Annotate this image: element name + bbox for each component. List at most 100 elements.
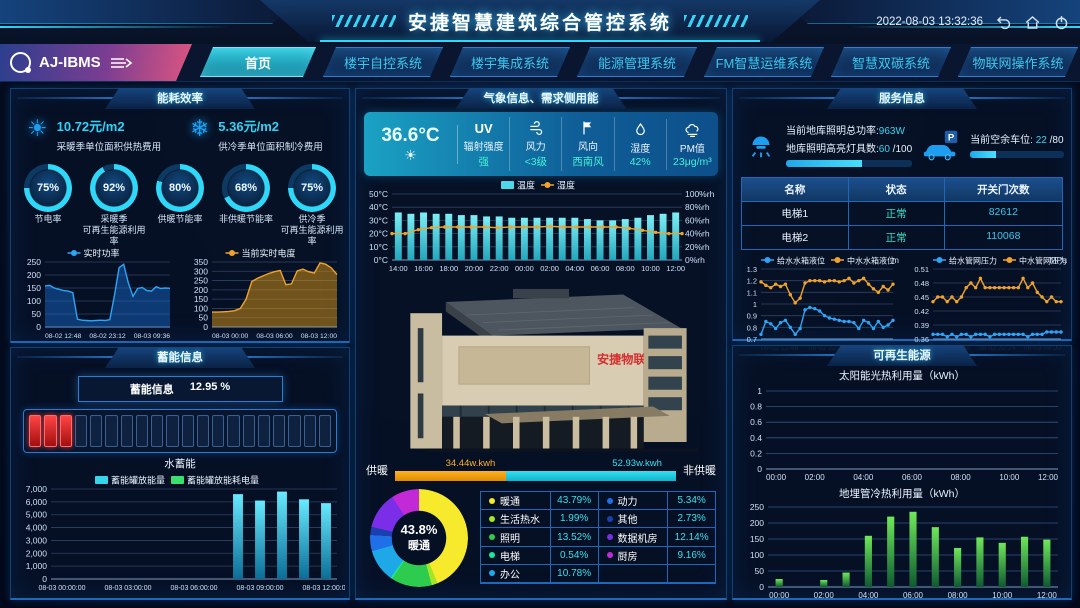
legend-dot (607, 570, 613, 576)
header-decoration-left (0, 0, 300, 24)
logo[interactable]: AJ-IBMS (0, 44, 192, 81)
parking-free-value: 22 (1035, 135, 1047, 146)
svg-text:08-02 23:12: 08-02 23:12 (89, 333, 126, 340)
nav-tab[interactable]: 首页 (200, 47, 316, 77)
realtime-power-chart: 0 50 100 150 200 250 08-02 12:48 08-02 23:12 08-… (15, 246, 178, 341)
logo-icon (10, 52, 31, 73)
svg-text:湿度: 湿度 (557, 180, 575, 191)
donut-ring (370, 488, 468, 587)
cloud-icon (684, 121, 701, 139)
heating-label: 供暖 (366, 465, 388, 477)
home-icon[interactable] (1024, 14, 1041, 31)
svg-text:50: 50 (755, 566, 765, 576)
gauge-value: 68% (228, 170, 264, 206)
nav-tab[interactable]: 楼宇自控系统 (323, 47, 443, 77)
panel-title: 气象信息、需求侧用能 (456, 88, 627, 109)
heating-segment (395, 470, 506, 481)
gauge-label: 采暖季 可再生能源利用率 (82, 214, 146, 246)
droplet-icon (633, 121, 648, 139)
non-heating-value: 52.93w.kwh (612, 457, 662, 469)
svg-text:06:00: 06:00 (903, 591, 924, 600)
svg-text:0.7: 0.7 (747, 335, 757, 344)
nav-tab[interactable]: 智慧双碳系统 (831, 47, 951, 77)
svg-text:蓄能罐放能量: 蓄能罐放能量 (111, 475, 165, 486)
heat-split-bar: 供暖 34.44w.kwh 52.93w.kwh 非供暖 (356, 456, 726, 484)
svg-text:0.36: 0.36 (914, 335, 929, 344)
nav-tab[interactable]: 楼宇集成系统 (450, 47, 570, 77)
svg-text:0: 0 (42, 574, 47, 584)
svg-text:0.6: 0.6 (750, 417, 762, 427)
svg-text:250: 250 (750, 502, 764, 512)
panel-service-info: 服务信息 当前地库照明总功率:963W 地库照明高亮灯具数:60 /100 P … (732, 88, 1072, 352)
stat-value: 10.72元/m2 (56, 119, 125, 134)
nav-tab-label: 智慧双碳系统 (851, 55, 930, 71)
nav-tab[interactable]: FM智慧运维系统 (704, 47, 824, 77)
panel-weather-demand: 气象信息、需求侧用能 36.6°C ☀ UV 辐射强度 强 风力 <3级 风向 … (355, 88, 727, 600)
donut-center-label: 暖通 (408, 540, 430, 552)
battery-segment (166, 415, 179, 447)
svg-text:0: 0 (759, 582, 764, 592)
donut-center-pct: 43.8% (400, 522, 438, 537)
weather-strip: 36.6°C ☀ UV 辐射强度 强 风力 <3级 风向 西南风 湿度 4 (364, 112, 718, 176)
donut-legend: 暖通 43.79% 生活热水 1.99% 照明 13.52% 电梯 0.54% (480, 491, 716, 584)
svg-text:20%rh: 20%rh (685, 242, 710, 252)
svg-text:08-03 06:00: 08-03 06:00 (256, 333, 293, 340)
weather-wind-direction: 风向 西南风 (562, 117, 615, 171)
svg-text:150: 150 (194, 294, 208, 304)
svg-text:20°C: 20°C (369, 229, 388, 239)
water-pressure-chart: 0.360.390.420.450.480.5108-02 12:4808-02… (903, 253, 1069, 353)
svg-text:02:00: 02:00 (805, 473, 826, 482)
svg-text:200: 200 (194, 285, 208, 295)
energy-donut: 43.8% 暖通 (370, 488, 468, 587)
lighting-progress-fill (786, 160, 862, 167)
building-sign: 安捷物联 (597, 352, 646, 367)
battery-segment (257, 415, 270, 447)
power-icon[interactable] (1053, 14, 1070, 31)
gauge-label: 供暖节能率 (157, 214, 203, 224)
header-line-right (850, 26, 1080, 28)
svg-text:08:00: 08:00 (948, 591, 969, 600)
svg-text:P: P (948, 132, 955, 143)
parking-icon: P (924, 130, 958, 160)
back-icon[interactable] (995, 14, 1012, 31)
svg-text:18:00: 18:00 (439, 264, 458, 273)
gauge: 68% 非供暖节能率 (213, 162, 279, 244)
svg-text:0: 0 (36, 322, 41, 332)
table-row: 电梯2 正常 110068 (742, 225, 1062, 249)
svg-text:100: 100 (27, 296, 41, 306)
svg-text:40%rh: 40%rh (685, 229, 710, 239)
panel-title: 服务信息 (827, 88, 977, 109)
stat-value: 5.36元/m2 (218, 119, 279, 134)
battery-segment (74, 415, 87, 447)
svg-text:08-02 12:48: 08-02 12:48 (45, 333, 82, 340)
svg-text:20:00: 20:00 (465, 264, 484, 273)
sun-icon: ☀ (404, 146, 417, 163)
svg-text:12:00: 12:00 (1037, 591, 1058, 600)
legend-dot (489, 534, 495, 540)
battery-segment (44, 415, 57, 447)
svg-text:08:00: 08:00 (616, 264, 635, 273)
panel-header: 能耗效率 (11, 88, 349, 108)
svg-text:1: 1 (757, 386, 762, 396)
battery-segment (273, 415, 286, 447)
svg-text:08-03 06:00:00: 08-03 06:00:00 (170, 585, 217, 592)
flag-icon (580, 119, 596, 137)
svg-text:08:00: 08:00 (951, 473, 972, 482)
lamp-icon (751, 136, 771, 157)
nav-tab[interactable]: 能源管理系统 (577, 47, 697, 77)
gauge: 80% 供暖节能率 (147, 162, 213, 244)
svg-text:00:00: 00:00 (766, 473, 787, 482)
building-render: 安捷物联 (362, 274, 720, 456)
battery-segment (90, 415, 103, 447)
logo-text: AJ-IBMS (39, 54, 101, 71)
svg-text:0.45: 0.45 (914, 293, 929, 302)
lighting-power-value: 963W (878, 126, 905, 137)
svg-text:06:00: 06:00 (591, 264, 610, 273)
nav-tab[interactable]: 物联网操作系统 (958, 47, 1078, 77)
parking-progress-fill (970, 151, 996, 158)
svg-text:100%rh: 100%rh (685, 189, 715, 199)
svg-text:12:00: 12:00 (666, 264, 685, 273)
non-heating-label: 非供暖 (683, 465, 716, 477)
main-nav: AJ-IBMS 首页 楼宇自控系统 楼宇集成系统 能源管理系统 FM智慧运维系统 智慧双碳… (0, 44, 1080, 82)
